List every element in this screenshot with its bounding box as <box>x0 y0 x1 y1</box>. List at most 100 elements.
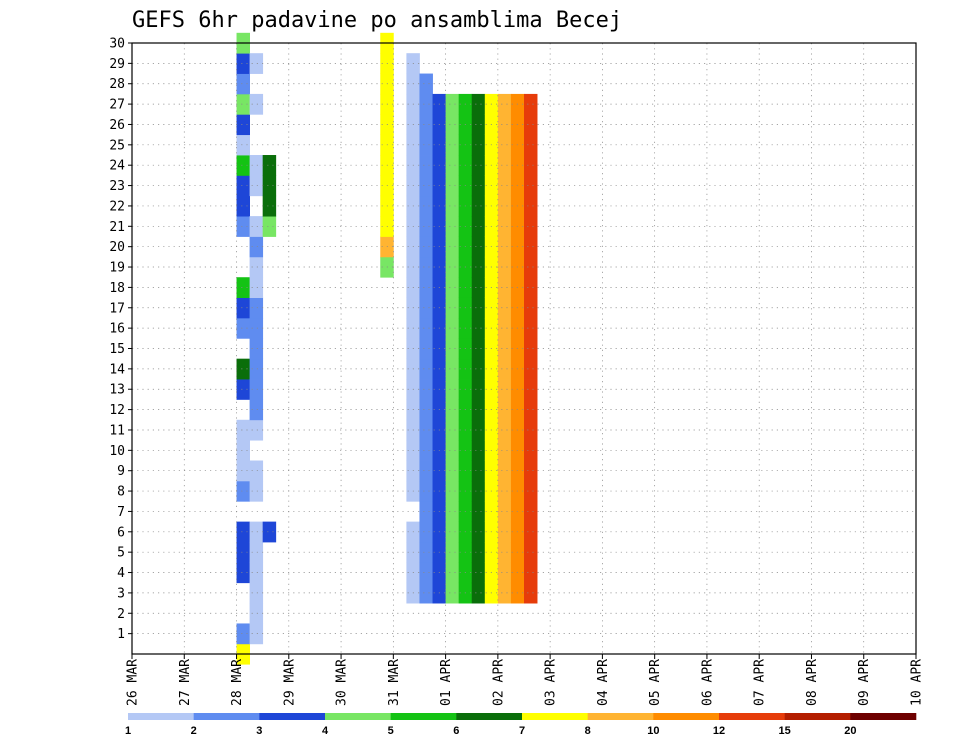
heatmap-cell <box>497 562 512 584</box>
heatmap-cell <box>445 399 460 421</box>
heatmap-cell <box>445 317 460 339</box>
y-tick-label: 2 <box>117 607 125 622</box>
heatmap-cell <box>419 501 433 523</box>
heatmap-cell <box>524 155 538 176</box>
heatmap-cell <box>445 440 460 461</box>
colorbar-swatch <box>259 713 326 720</box>
heatmap-cell <box>249 460 264 482</box>
heatmap-cell <box>524 195 538 217</box>
heatmap-cell <box>497 419 512 441</box>
heatmap-cell <box>471 134 486 156</box>
heatmap-cell <box>419 155 433 176</box>
heatmap-cell <box>262 175 277 197</box>
heatmap-cell <box>249 399 264 421</box>
heatmap-cell <box>419 562 433 584</box>
y-tick-label: 3 <box>117 586 125 601</box>
heatmap-cell <box>249 175 264 197</box>
heatmap-cell <box>445 541 460 563</box>
heatmap-cell <box>471 440 486 461</box>
heatmap-cell <box>236 53 250 74</box>
y-tick-label: 14 <box>109 362 125 377</box>
heatmap-cell <box>236 623 250 645</box>
colorbar-swatch <box>325 713 391 720</box>
colorbar-label: 8 <box>585 725 591 737</box>
y-tick-label: 30 <box>109 37 125 52</box>
heatmap-cell <box>445 460 460 482</box>
heatmap-cell <box>249 521 264 543</box>
heatmap-cell <box>249 155 264 176</box>
heatmap-cell <box>419 419 433 441</box>
heatmap-cell <box>524 460 538 482</box>
heatmap-cell <box>419 216 433 237</box>
heatmap-cell <box>445 501 460 523</box>
y-tick-label: 19 <box>109 261 125 276</box>
heatmap-cell <box>471 297 486 319</box>
y-tick-label: 18 <box>109 281 125 296</box>
heatmap-cell <box>419 175 433 197</box>
heatmap-cell <box>236 277 250 298</box>
heatmap-cell <box>419 195 433 217</box>
heatmap-cell <box>524 440 538 461</box>
heatmap-cell <box>471 480 486 502</box>
heatmap-cell <box>236 541 250 563</box>
y-tick-label: 16 <box>109 322 125 337</box>
heatmap-cell <box>249 317 264 339</box>
heatmap-cell <box>471 399 486 421</box>
x-tick-label: 01 APR <box>439 659 454 706</box>
y-tick-label: 6 <box>117 525 125 540</box>
heatmap-cell <box>524 399 538 421</box>
heatmap-cell <box>419 114 433 136</box>
colorbar-swatch <box>193 713 260 720</box>
heatmap-cell <box>445 277 460 298</box>
heatmap-cell <box>445 379 460 400</box>
heatmap-cell <box>249 93 264 115</box>
y-tick-label: 12 <box>109 403 125 418</box>
heatmap-cell <box>471 562 486 584</box>
heatmap-cell <box>497 216 512 237</box>
heatmap-cell <box>445 297 460 319</box>
heatmap-cell <box>497 134 512 156</box>
heatmap-cell <box>249 216 264 237</box>
heatmap-cell <box>497 297 512 319</box>
heatmap-cell <box>236 93 250 115</box>
heatmap-cell <box>445 256 460 278</box>
heatmap-cell <box>497 317 512 339</box>
heatmap-cell <box>471 236 486 258</box>
heatmap-cell <box>497 582 512 604</box>
heatmap-cell <box>236 419 250 441</box>
colorbar-label: 3 <box>256 725 262 737</box>
y-tick-label: 26 <box>109 118 125 133</box>
colorbar-label: 1 <box>125 725 131 737</box>
colorbar-label: 10 <box>647 725 659 737</box>
colorbar-label: 6 <box>453 725 459 737</box>
heatmap-cell <box>419 93 433 115</box>
heatmap-cell <box>236 114 250 136</box>
y-tick-label: 4 <box>117 566 125 581</box>
colorbar-swatch <box>587 713 654 720</box>
x-tick-label: 07 APR <box>753 659 768 706</box>
heatmap-cell <box>236 317 250 339</box>
y-tick-label: 29 <box>109 57 125 72</box>
heatmap-cell <box>445 134 460 156</box>
heatmap-cell <box>445 582 460 604</box>
heatmap-cell <box>524 175 538 197</box>
y-tick-label: 17 <box>109 301 125 316</box>
heatmap-cell <box>471 93 486 115</box>
heatmap-cell <box>471 195 486 217</box>
heatmap-cell <box>249 623 264 645</box>
heatmap-cell <box>419 582 433 604</box>
heatmap-cell <box>471 460 486 482</box>
colorbar-label: 15 <box>779 725 791 737</box>
x-tick-label: 10 APR <box>910 659 925 706</box>
heatmap-cell <box>471 216 486 237</box>
heatmap-cell <box>497 195 512 217</box>
heatmap-cell <box>497 521 512 543</box>
heatmap-cell <box>249 256 264 278</box>
x-tick-label: 08 APR <box>805 659 820 706</box>
heatmap-cell <box>419 541 433 563</box>
heatmap-cell <box>471 379 486 400</box>
y-tick-label: 22 <box>109 199 125 214</box>
heatmap-cell <box>497 541 512 563</box>
heatmap-cell <box>524 93 538 115</box>
heatmap-cell <box>497 480 512 502</box>
